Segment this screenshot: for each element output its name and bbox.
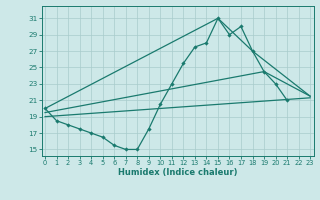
- X-axis label: Humidex (Indice chaleur): Humidex (Indice chaleur): [118, 168, 237, 177]
